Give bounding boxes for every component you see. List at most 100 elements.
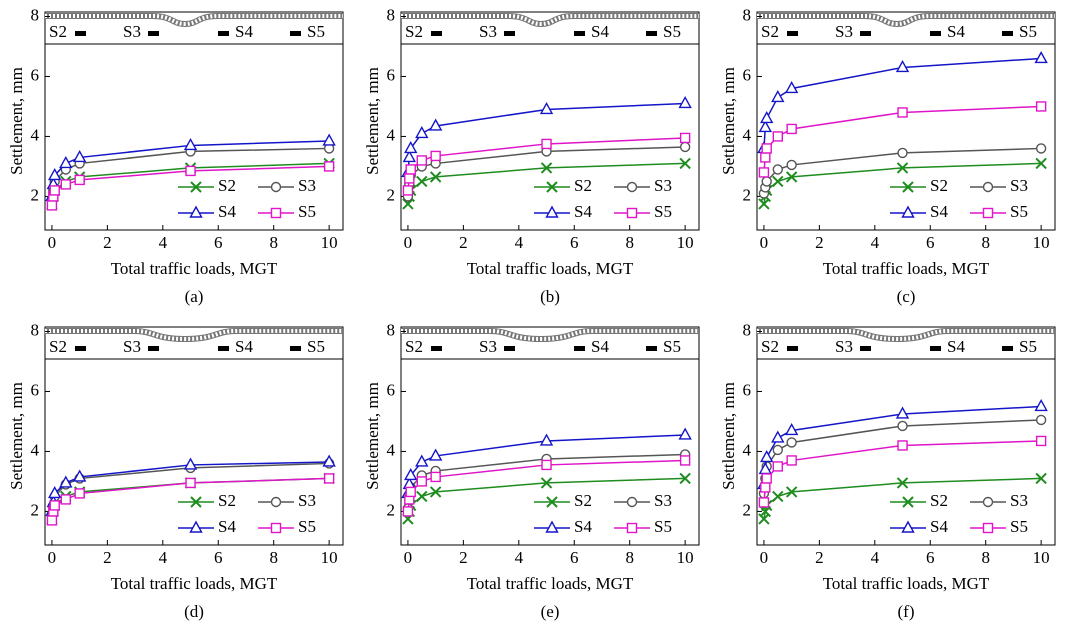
marker (190, 181, 202, 193)
marker (404, 467, 418, 481)
panel: S2 S3 S4 S5 2 4 6 8 0 2 4 6 8 10 Total traffic loads, … (719, 320, 1056, 621)
marker (430, 471, 441, 483)
y-tick-label: 6 (31, 65, 40, 84)
sensor (646, 31, 657, 36)
inset-label: S5 (1019, 337, 1037, 356)
legend-label: S4 (218, 517, 236, 536)
x-axis-title: Total traffic loads, MGT (111, 574, 278, 593)
panel-label: (c) (897, 287, 916, 306)
marker (48, 485, 62, 499)
x-tick-label: 2 (459, 233, 468, 252)
marker (46, 515, 58, 526)
marker (772, 164, 783, 175)
x-tick-label: 8 (269, 233, 278, 252)
marker (786, 437, 797, 448)
marker (322, 454, 336, 467)
x-tick-label: 8 (981, 548, 990, 567)
panel-label: (b) (540, 287, 560, 306)
y-tick-label: 4 (743, 125, 752, 144)
marker (539, 433, 554, 446)
x-tick-label: 2 (103, 233, 112, 252)
marker (402, 506, 414, 517)
marker (785, 486, 798, 498)
marker (541, 459, 552, 471)
marker (185, 165, 196, 177)
panel-label: (a) (185, 287, 204, 306)
y-tick-label: 4 (387, 125, 396, 144)
legend-label: S3 (654, 176, 672, 195)
panel: S2 S3 S4 S5 2 4 6 8 0 2 4 6 8 10 Total traffic loads, … (7, 5, 344, 306)
marker (679, 132, 691, 144)
marker (771, 90, 785, 103)
marker (60, 179, 71, 190)
sensor (431, 31, 442, 36)
plot-frame (400, 326, 700, 546)
marker (678, 427, 692, 440)
legend-label: S3 (1010, 176, 1028, 195)
inset-label: S4 (235, 337, 253, 356)
x-tick-label: 10 (677, 233, 694, 252)
x-tick-label: 4 (871, 233, 880, 252)
y-axis-title: Settlement, mm (719, 382, 738, 490)
y-tick-label: 2 (31, 500, 40, 519)
x-tick-label: 4 (159, 548, 168, 567)
marker (74, 488, 85, 499)
marker (323, 161, 335, 172)
sensor (787, 31, 798, 36)
marker (761, 176, 772, 187)
marker (416, 490, 428, 503)
marker (772, 131, 783, 142)
marker (760, 152, 771, 163)
marker (405, 486, 416, 498)
inset-label: S2 (49, 22, 67, 41)
marker (1035, 414, 1047, 426)
marker (758, 497, 770, 508)
y-tick-label: 8 (743, 320, 752, 339)
x-tick-label: 6 (214, 548, 223, 567)
x-tick-label: 6 (570, 233, 579, 252)
x-axis-title: Total traffic loads, MGT (467, 259, 634, 278)
x-tick-label: 8 (625, 548, 634, 567)
inset-label: S2 (405, 337, 423, 356)
marker (785, 171, 798, 183)
y-tick-label: 4 (31, 125, 40, 144)
inset-label: S4 (947, 337, 965, 356)
marker (185, 477, 196, 489)
sensor (148, 346, 159, 351)
marker (429, 486, 442, 498)
marker (895, 60, 910, 73)
marker (1034, 399, 1048, 412)
marker (72, 149, 87, 163)
marker (402, 185, 414, 196)
x-tick-label: 0 (48, 548, 57, 567)
marker (901, 520, 915, 533)
track-hatch (757, 329, 1055, 342)
plot-frame (756, 326, 1056, 546)
legend-label: S2 (218, 491, 236, 510)
x-tick-label: 8 (981, 233, 990, 252)
sensor (787, 346, 798, 351)
marker (74, 174, 85, 186)
marker (415, 125, 429, 139)
marker (416, 175, 428, 188)
marker (982, 207, 994, 219)
marker (758, 167, 770, 178)
x-tick-label: 0 (404, 548, 413, 567)
sensor (218, 31, 229, 36)
panel: S2 S3 S4 S5 2 4 6 8 0 2 4 6 8 10 Total traffic loads, … (363, 320, 700, 621)
sensor (1002, 346, 1013, 351)
legend-label: S3 (298, 176, 316, 195)
marker (626, 181, 638, 193)
inset-label: S3 (835, 337, 853, 356)
y-tick-label: 8 (31, 320, 40, 339)
marker (786, 455, 797, 466)
sensor (290, 346, 301, 351)
track-hatch (401, 14, 699, 27)
inset-label: S3 (123, 337, 141, 356)
marker (404, 173, 415, 184)
track-hatch (45, 14, 343, 27)
marker (49, 185, 60, 196)
sensor (75, 346, 86, 351)
y-tick-label: 8 (31, 5, 40, 24)
marker (897, 107, 908, 118)
